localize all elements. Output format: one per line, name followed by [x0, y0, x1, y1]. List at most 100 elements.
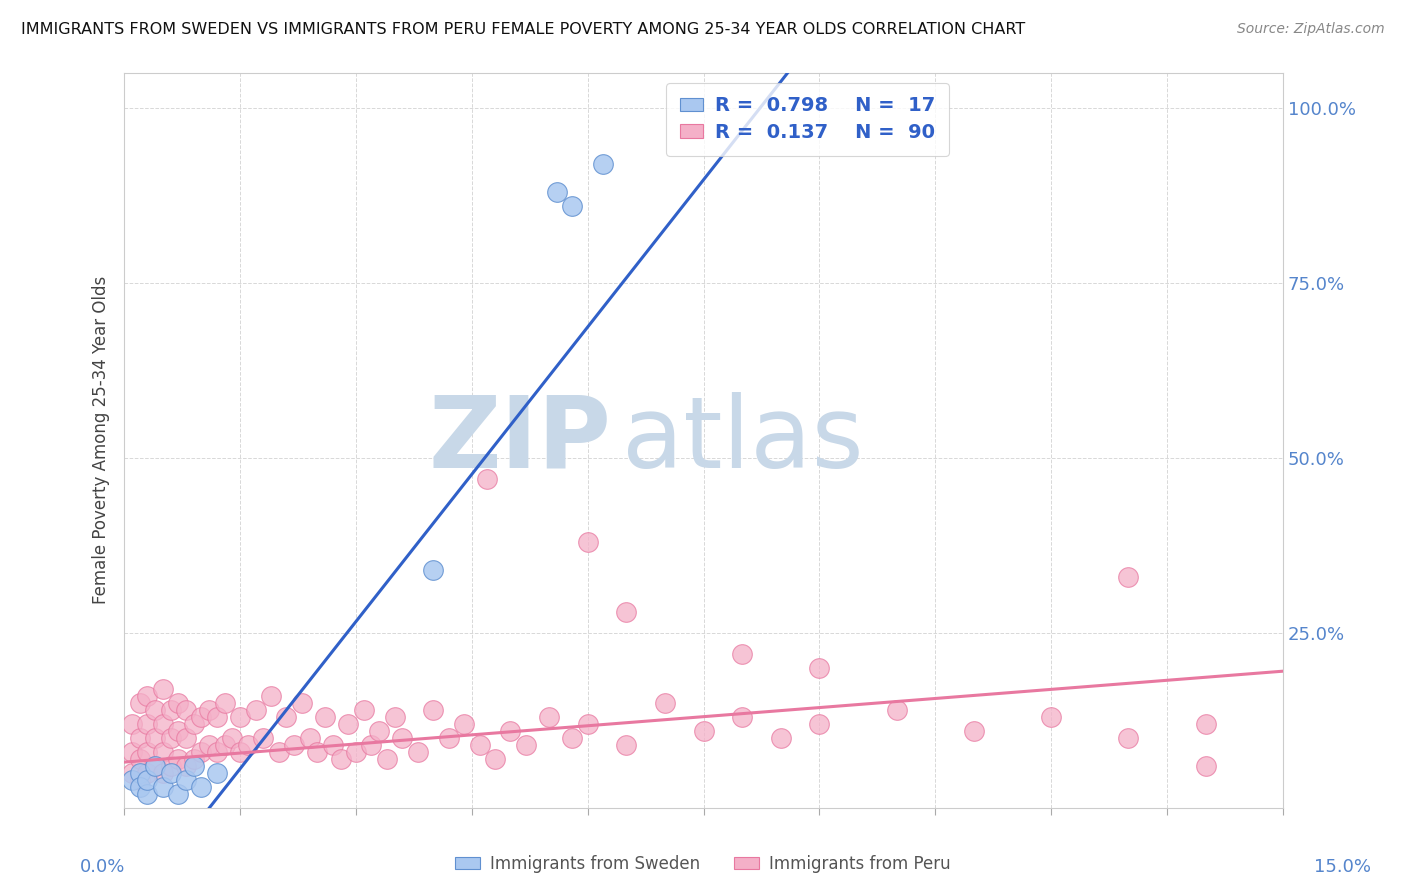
Point [1195, 716, 1218, 731]
Point [283, 738, 305, 752]
Point [121, 765, 143, 780]
Point [260, 689, 283, 703]
Point [159, 731, 181, 745]
Point [1118, 731, 1140, 745]
Point [515, 738, 537, 752]
Point [731, 647, 754, 661]
Point [121, 772, 143, 787]
Text: atlas: atlas [623, 392, 865, 489]
Point [159, 703, 181, 717]
Point [298, 731, 321, 745]
Point [314, 709, 336, 723]
Point [183, 716, 205, 731]
Point [322, 738, 344, 752]
Point [614, 738, 637, 752]
Point [546, 185, 568, 199]
Point [198, 703, 221, 717]
Point [152, 681, 174, 696]
Point [406, 745, 429, 759]
Point [214, 696, 236, 710]
Point [1118, 570, 1140, 584]
Point [167, 696, 190, 710]
Point [174, 758, 197, 772]
Point [344, 745, 367, 759]
Point [143, 758, 166, 772]
Point [159, 758, 181, 772]
Point [499, 723, 522, 738]
Point [205, 709, 228, 723]
Point [576, 534, 599, 549]
Point [291, 696, 314, 710]
Point [121, 716, 143, 731]
Point [654, 696, 676, 710]
Point [128, 751, 150, 765]
Point [174, 772, 197, 787]
Point [128, 780, 150, 794]
Point [221, 731, 243, 745]
Point [136, 772, 159, 787]
Point [576, 716, 599, 731]
Point [538, 709, 561, 723]
Legend: R =  0.798    N =  17, R =  0.137    N =  90: R = 0.798 N = 17, R = 0.137 N = 90 [666, 83, 949, 156]
Point [128, 772, 150, 787]
Point [453, 716, 475, 731]
Point [561, 731, 583, 745]
Point [167, 723, 190, 738]
Text: ZIP: ZIP [427, 392, 610, 489]
Point [769, 731, 792, 745]
Point [236, 738, 259, 752]
Point [731, 709, 754, 723]
Point [128, 731, 150, 745]
Point [152, 765, 174, 780]
Point [128, 696, 150, 710]
Point [307, 745, 329, 759]
Point [353, 703, 375, 717]
Point [136, 716, 159, 731]
Point [174, 703, 197, 717]
Point [136, 787, 159, 801]
Text: Source: ZipAtlas.com: Source: ZipAtlas.com [1237, 22, 1385, 37]
Text: 15.0%: 15.0% [1315, 858, 1371, 876]
Point [183, 758, 205, 772]
Point [422, 563, 444, 577]
Point [190, 709, 212, 723]
Y-axis label: Female Poverty Among 25-34 Year Olds: Female Poverty Among 25-34 Year Olds [93, 277, 110, 605]
Point [245, 703, 267, 717]
Point [391, 731, 413, 745]
Point [614, 605, 637, 619]
Point [152, 745, 174, 759]
Point [190, 780, 212, 794]
Point [477, 472, 499, 486]
Point [190, 745, 212, 759]
Point [229, 709, 252, 723]
Point [159, 765, 181, 780]
Point [468, 738, 491, 752]
Point [1195, 758, 1218, 772]
Point [167, 787, 190, 801]
Point [229, 745, 252, 759]
Point [121, 745, 143, 759]
Point [592, 157, 614, 171]
Point [384, 709, 406, 723]
Text: 0.0%: 0.0% [80, 858, 125, 876]
Point [205, 765, 228, 780]
Point [183, 751, 205, 765]
Point [214, 738, 236, 752]
Point [692, 723, 714, 738]
Point [1040, 709, 1063, 723]
Point [143, 703, 166, 717]
Point [205, 745, 228, 759]
Point [337, 716, 360, 731]
Point [143, 731, 166, 745]
Point [276, 709, 298, 723]
Point [808, 661, 831, 675]
Point [963, 723, 986, 738]
Text: IMMIGRANTS FROM SWEDEN VS IMMIGRANTS FROM PERU FEMALE POVERTY AMONG 25-34 YEAR O: IMMIGRANTS FROM SWEDEN VS IMMIGRANTS FRO… [21, 22, 1025, 37]
Point [174, 731, 197, 745]
Point [152, 716, 174, 731]
Point [252, 731, 274, 745]
Point [437, 731, 460, 745]
Point [128, 765, 150, 780]
Point [167, 751, 190, 765]
Point [561, 199, 583, 213]
